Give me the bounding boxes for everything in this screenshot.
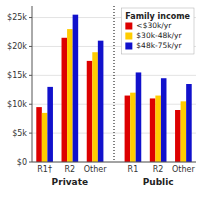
legend-swatch — [125, 43, 132, 50]
x-axis: R1† R2 Other R1 R2 Other — [37, 165, 195, 174]
bar — [125, 96, 131, 162]
x-tick-label: R1 — [128, 165, 139, 174]
bar — [67, 29, 73, 162]
bar — [161, 78, 167, 162]
bar — [150, 98, 156, 162]
bar — [186, 84, 192, 162]
section-label: Private — [52, 177, 88, 187]
bar — [87, 61, 93, 162]
legend-label: $30k-48k/yr — [136, 31, 182, 40]
section-label: Public — [143, 177, 174, 187]
x-tick-label: R1† — [37, 165, 52, 174]
y-tick-label: $5k — [12, 129, 27, 138]
bar — [47, 87, 53, 162]
legend-label: <$30k/yr — [136, 21, 172, 30]
legend-title: Family income — [125, 12, 190, 21]
legend-frame — [121, 8, 194, 54]
bar — [136, 72, 142, 162]
x-tick-label: R2 — [153, 165, 164, 174]
legend-label: $48k-75k/yr — [136, 41, 182, 50]
bar — [130, 93, 136, 162]
legend-swatch — [125, 23, 132, 30]
bar — [42, 113, 48, 162]
bar — [92, 52, 98, 162]
y-tick-label: $25k — [7, 13, 27, 22]
bar — [62, 38, 68, 162]
bar — [155, 96, 161, 162]
y-tick-label: $15k — [7, 71, 27, 80]
bar — [98, 41, 104, 162]
y-axis-line — [32, 6, 33, 162]
y-tick-label: $10k — [7, 100, 27, 109]
x-tick-label: Other — [84, 165, 107, 174]
legend: Family income<$30k/yr$30k-48k/yr$48k-75k… — [121, 8, 194, 54]
y-axis: $0 $5k $10k $15k $20k $25k — [7, 13, 32, 166]
page: {"chart_data": {"type": "bar", "categori… — [0, 0, 200, 200]
grid-line — [32, 104, 196, 105]
bar — [181, 101, 187, 162]
y-tick-label: $20k — [7, 42, 27, 51]
chart: $0 $5k $10k $15k $20k $25k R1† R2 Other R1 R2 Other… — [0, 0, 200, 200]
bar — [36, 107, 42, 162]
bar — [73, 15, 79, 162]
bar — [175, 110, 181, 162]
x-tick-label: Other — [172, 165, 195, 174]
x-tick-label: R2 — [65, 165, 76, 174]
y-tick-label: $0 — [17, 158, 27, 167]
legend-swatch — [125, 33, 132, 40]
section-divider — [114, 6, 115, 162]
